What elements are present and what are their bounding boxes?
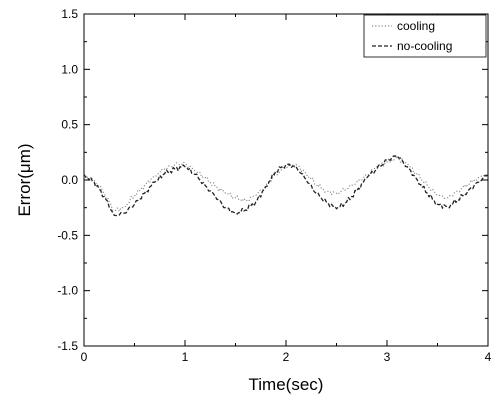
- y-tick-label: 1.0: [61, 62, 78, 76]
- y-tick-label: -1.0: [57, 284, 78, 298]
- y-axis-label: Error(μm): [15, 143, 34, 216]
- y-tick-label: 0.0: [61, 173, 78, 187]
- legend: cooling no-cooling: [363, 14, 487, 58]
- series-line-cooling: [83, 155, 489, 212]
- y-tick-label: -1.5: [57, 339, 78, 353]
- tick-labels: 0 1 2 3 4 1.5 1.0 0.5 0.0 -0.5 -1.0 -1.5: [57, 7, 491, 364]
- x-tick-label: 0: [81, 350, 88, 364]
- y-tick-label: 1.5: [61, 7, 78, 21]
- y-tick-label: -0.5: [57, 228, 78, 242]
- series-line-no-cooling: [83, 155, 489, 217]
- legend-box: [363, 14, 487, 58]
- x-tick-label: 3: [384, 350, 391, 364]
- plot-frame: [83, 13, 489, 347]
- axis-ticks: [83, 13, 489, 347]
- legend-label-cooling: cooling: [397, 19, 435, 33]
- x-tick-label: 1: [182, 350, 189, 364]
- legend-label-no-cooling: no-cooling: [397, 39, 452, 53]
- x-tick-label: 2: [283, 350, 290, 364]
- x-tick-label: 4: [485, 350, 492, 364]
- x-axis-label: Time(sec): [249, 375, 324, 394]
- y-tick-label: 0.5: [61, 118, 78, 132]
- series-layer: [83, 155, 489, 217]
